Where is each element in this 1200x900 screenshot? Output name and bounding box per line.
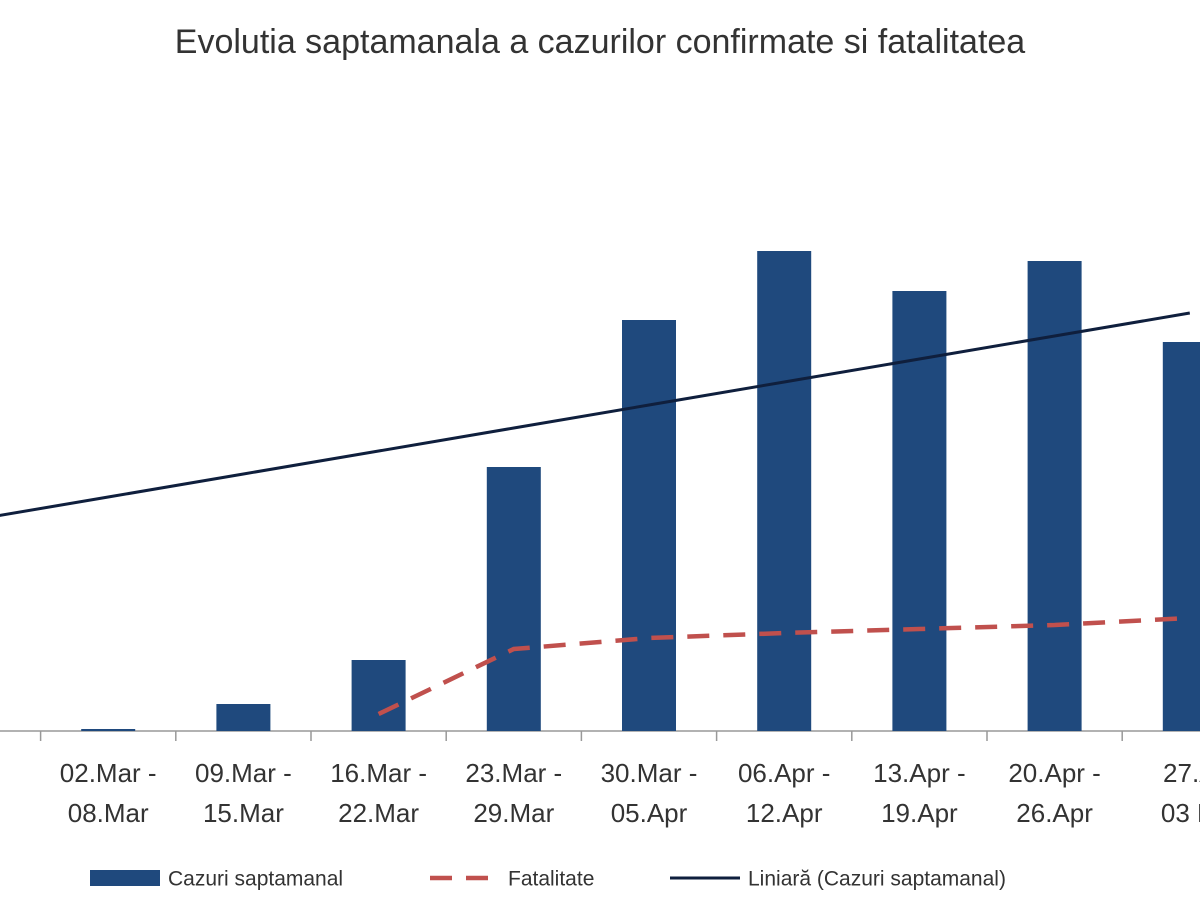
x-tick-label: 05.Apr: [611, 798, 688, 828]
x-tick-label: 03 M: [1161, 798, 1200, 828]
x-tick-label: 23.Mar -: [465, 758, 562, 788]
bar: [351, 660, 406, 731]
x-tick-label: 27.A: [1163, 758, 1200, 788]
bar: [216, 704, 271, 731]
x-tick-label: 13.Apr -: [873, 758, 966, 788]
legend-label: Cazuri saptamanal: [168, 868, 343, 891]
x-tick-label: 15.Mar: [203, 798, 284, 828]
legend-label: Liniară (Cazuri saptamanal): [748, 868, 1006, 891]
x-tick-label: 12.Apr: [746, 798, 823, 828]
x-tick-label: 19.Apr: [881, 798, 958, 828]
x-tick-label: 30.Mar -: [601, 758, 698, 788]
legend-label: Fatalitate: [508, 868, 594, 891]
x-tick-label: 02.Mar -: [60, 758, 157, 788]
bar: [892, 291, 947, 731]
bar: [757, 251, 812, 731]
bar: [622, 320, 676, 731]
x-tick-label: 26.Apr: [1016, 798, 1093, 828]
bar: [1162, 342, 1200, 731]
line: [377, 615, 1190, 717]
chart-title: Evolutia saptamanala a cazurilor confirm…: [175, 23, 1026, 61]
bar: [81, 729, 136, 731]
x-tick-label: 09.Mar -: [195, 758, 292, 788]
x-tick-label: 22.Mar: [338, 798, 419, 828]
line: [0, 311, 1191, 517]
x-tick-label: 29.Mar: [473, 798, 554, 828]
x-tick-label: 08.Mar: [68, 798, 149, 828]
legend-swatch: [90, 870, 160, 886]
x-tick-label: 20.Apr -: [1008, 758, 1101, 788]
bar: [486, 467, 541, 731]
x-tick-label: 16.Mar -: [330, 758, 427, 788]
x-tick-label: 06.Apr -: [738, 758, 831, 788]
